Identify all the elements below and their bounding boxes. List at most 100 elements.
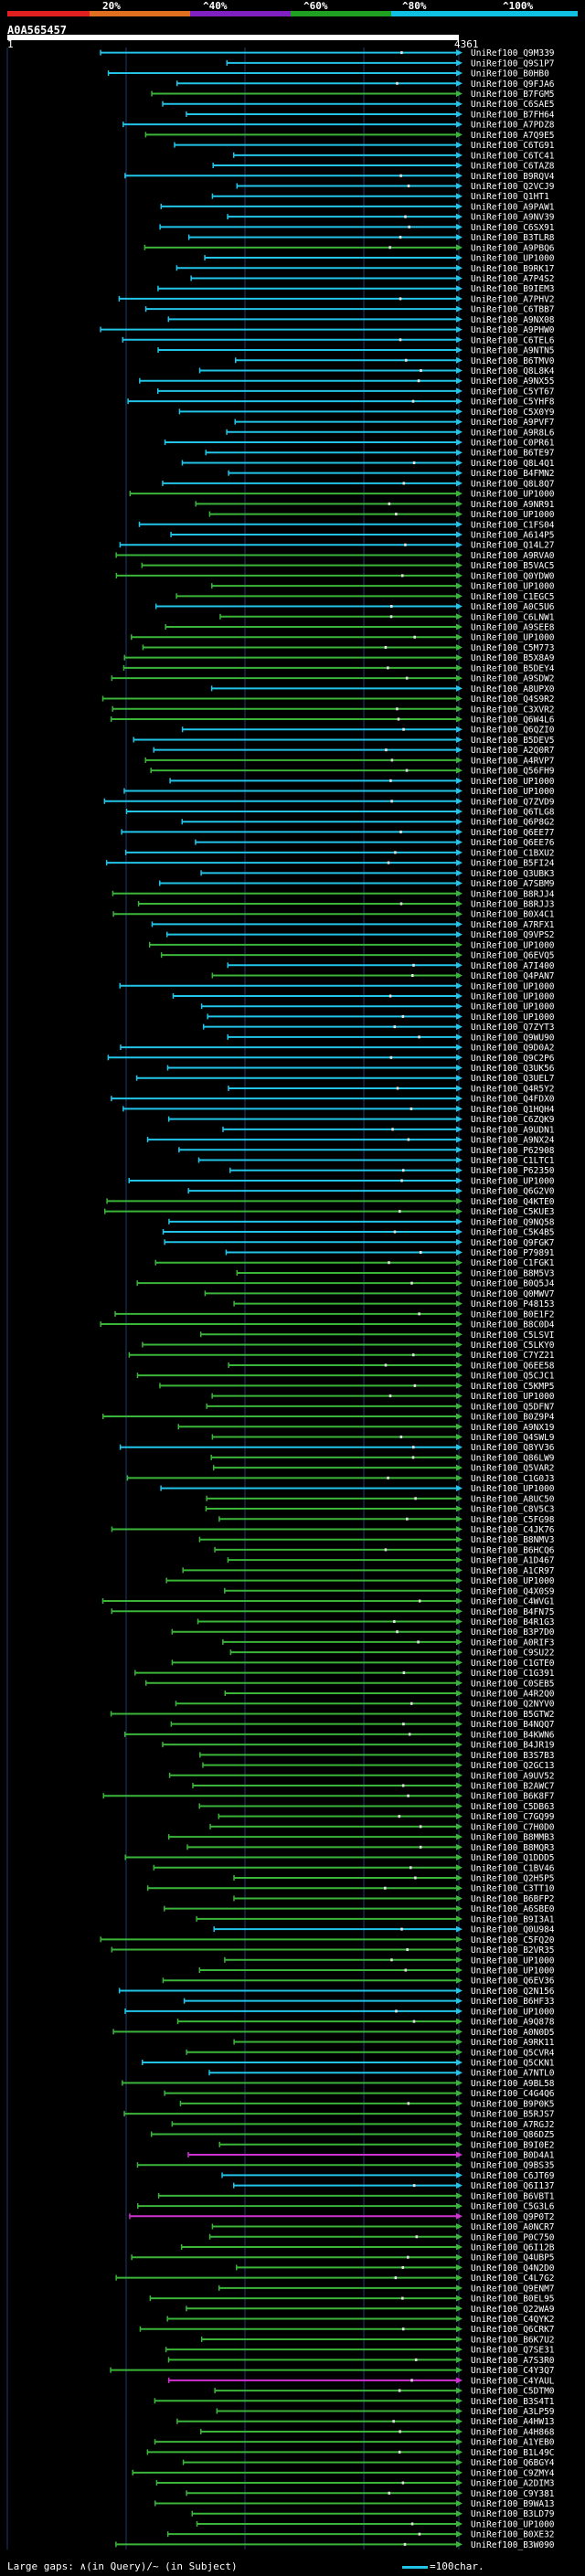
- hit-row[interactable]: UniRef100_A614P5: [170, 531, 555, 541]
- hit-row[interactable]: UniRef100_UP1000: [119, 981, 555, 991]
- hit-row[interactable]: UniRef100_B3W090: [115, 2540, 555, 2550]
- hit-row[interactable]: UniRef100_C7GQ99: [218, 1812, 555, 1822]
- hit-row[interactable]: UniRef100_UP1000: [130, 633, 555, 643]
- hit-row[interactable]: UniRef100_C6SX91: [159, 223, 555, 233]
- hit-row[interactable]: UniRef100_A8UPX0: [210, 684, 555, 694]
- hit-row[interactable]: UniRef100_B9RK17: [176, 264, 555, 274]
- hit-label[interactable]: UniRef100_Q3UBK3: [471, 869, 555, 879]
- hit-label[interactable]: UniRef100_B6VBT1: [471, 2191, 555, 2201]
- hit-label[interactable]: UniRef100_B0Q5J4: [471, 1279, 555, 1289]
- hit-row[interactable]: UniRef100_Q9P0T2: [129, 2212, 555, 2222]
- hit-label[interactable]: UniRef100_C6TEL6: [471, 335, 555, 345]
- hit-row[interactable]: UniRef100_A9NX19: [177, 1423, 555, 1433]
- hit-row[interactable]: UniRef100_Q9M339: [100, 48, 555, 58]
- hit-label[interactable]: UniRef100_B4R1G3: [471, 1617, 555, 1627]
- hit-row[interactable]: UniRef100_UP1000: [124, 2007, 555, 2017]
- hit-row[interactable]: UniRef100_B0Q5J4: [136, 1279, 555, 1289]
- hit-label[interactable]: UniRef100_P62350: [471, 1166, 555, 1176]
- hit-label[interactable]: UniRef100_A7NTL0: [471, 2069, 555, 2079]
- hit-row[interactable]: UniRef100_C4Y3Q7: [110, 2366, 555, 2376]
- hit-label[interactable]: UniRef100_B4FN75: [471, 1607, 555, 1617]
- hit-label[interactable]: UniRef100_C5X0Y9: [471, 408, 555, 418]
- hit-row[interactable]: UniRef100_A7PHV2: [118, 294, 555, 304]
- hit-row[interactable]: UniRef100_C4L7G2: [115, 2274, 555, 2284]
- hit-label[interactable]: UniRef100_C1G391: [471, 1669, 555, 1679]
- hit-row[interactable]: UniRef100_C8V5C3: [205, 1505, 555, 1515]
- hit-row[interactable]: UniRef100_C1GTE0: [171, 1659, 555, 1669]
- hit-row[interactable]: UniRef100_A1D467: [227, 1556, 555, 1566]
- hit-row[interactable]: UniRef100_A3LP59: [216, 2407, 555, 2417]
- hit-label[interactable]: UniRef100_B8MQR3: [471, 1843, 555, 1853]
- hit-row[interactable]: UniRef100_Q1HT1: [211, 192, 549, 202]
- hit-label[interactable]: UniRef100_A4RVP7: [471, 756, 555, 766]
- hit-label[interactable]: UniRef100_C1BV46: [471, 1863, 555, 1873]
- hit-label[interactable]: UniRef100_UP1000: [471, 1002, 555, 1012]
- hit-label[interactable]: UniRef100_UP1000: [471, 991, 555, 1002]
- hit-label[interactable]: UniRef100_Q4R5Y2: [471, 1084, 555, 1094]
- hit-label[interactable]: UniRef100_Q4KTE0: [471, 1197, 555, 1207]
- hit-label[interactable]: UniRef100_Q4N2D0: [471, 2263, 555, 2274]
- hit-row[interactable]: UniRef100_Q2H5P5: [233, 1874, 555, 1884]
- hit-row[interactable]: UniRef100_C5YHF8: [127, 398, 555, 408]
- hit-label[interactable]: UniRef100_C5DTM0: [471, 2387, 555, 2397]
- hit-row[interactable]: UniRef100_Q8L8Q7: [162, 479, 555, 489]
- hit-row[interactable]: UniRef100_C1LTC1: [197, 1156, 555, 1166]
- hit-row[interactable]: UniRef100_B5X8A9: [123, 653, 555, 663]
- hit-label[interactable]: UniRef100_A9NTN5: [471, 346, 555, 356]
- hit-row[interactable]: UniRef100_C6ZQK9: [167, 1115, 555, 1125]
- hit-label[interactable]: UniRef100_A6SBE0: [471, 1904, 555, 1914]
- hit-row[interactable]: UniRef100_A1YEB0: [154, 2438, 555, 2448]
- hit-label[interactable]: UniRef100_Q3UEL7: [471, 1074, 555, 1084]
- hit-label[interactable]: UniRef100_A7S3R0: [471, 2356, 555, 2366]
- hit-row[interactable]: UniRef100_A4R2Q0: [224, 1690, 555, 1700]
- hit-label[interactable]: UniRef100_C1GTE0: [471, 1659, 555, 1669]
- hit-row[interactable]: UniRef100_C9Y381: [186, 2489, 555, 2499]
- hit-label[interactable]: UniRef100_C6TAZ8: [471, 162, 555, 172]
- hit-label[interactable]: UniRef100_Q2VCJ9: [471, 182, 555, 192]
- hit-row[interactable]: UniRef100_Q6TLG8: [125, 807, 555, 817]
- hit-row[interactable]: UniRef100_C4WVG1: [101, 1597, 555, 1607]
- hit-row[interactable]: UniRef100_B3P7D0: [171, 1627, 555, 1638]
- hit-label[interactable]: UniRef100_C4L7G2: [471, 2274, 555, 2284]
- hit-row[interactable]: UniRef100_Q1DDD5: [124, 1853, 555, 1863]
- hit-row[interactable]: UniRef100_B6BFP2: [233, 1894, 555, 1904]
- hit-row[interactable]: UniRef100_C1G391: [134, 1669, 555, 1679]
- hit-label[interactable]: UniRef100_A9UV52: [471, 1771, 555, 1781]
- hit-row[interactable]: UniRef100_A9NTN5: [157, 346, 555, 356]
- hit-label[interactable]: UniRef100_B8RJJ4: [471, 889, 555, 899]
- hit-label[interactable]: UniRef100_B5DEV5: [471, 736, 555, 746]
- hit-label[interactable]: UniRef100_Q9BS35: [471, 2161, 555, 2171]
- hit-row[interactable]: UniRef100_Q6G2V0: [187, 1187, 555, 1197]
- hit-row[interactable]: UniRef100_UP1000: [172, 991, 555, 1002]
- hit-row[interactable]: UniRef100_A9NX55: [139, 376, 555, 387]
- hit-row[interactable]: UniRef100_Q5DFN7: [206, 1402, 555, 1412]
- hit-row[interactable]: UniRef100_UP1000: [128, 1176, 555, 1186]
- hit-label[interactable]: UniRef100_A4R2Q0: [471, 1690, 555, 1700]
- hit-row[interactable]: UniRef100_C6TC41: [232, 151, 555, 161]
- hit-label[interactable]: UniRef100_B2AWC7: [471, 1782, 555, 1792]
- hit-label[interactable]: UniRef100_A9PAW1: [471, 202, 555, 212]
- hit-row[interactable]: UniRef100_UP1000: [165, 1576, 555, 1586]
- hit-label[interactable]: UniRef100_A9PBQ6: [471, 243, 555, 253]
- hit-row[interactable]: UniRef100_A9RVA0: [115, 551, 555, 561]
- hit-row[interactable]: UniRef100_UP1000: [169, 777, 555, 787]
- hit-row[interactable]: UniRef100_B6HF33: [183, 1997, 555, 2007]
- hit-row[interactable]: UniRef100_A7I400: [227, 961, 555, 971]
- hit-label[interactable]: UniRef100_UP1000: [471, 1392, 555, 1402]
- hit-label[interactable]: UniRef100_Q2NYV0: [471, 1700, 555, 1710]
- hit-label[interactable]: UniRef100_C1BXU2: [471, 848, 555, 858]
- hit-label[interactable]: UniRef100_A7PDZ8: [471, 121, 555, 131]
- hit-label[interactable]: UniRef100_A3LP59: [471, 2407, 555, 2417]
- hit-label[interactable]: UniRef100_A9PHW0: [471, 325, 555, 335]
- hit-row[interactable]: UniRef100_C1EGC5: [176, 592, 555, 602]
- hit-label[interactable]: UniRef100_UP1000: [471, 2007, 555, 2017]
- hit-row[interactable]: UniRef100_UP1000: [196, 2519, 555, 2529]
- hit-label[interactable]: UniRef100_C6TG91: [471, 141, 555, 151]
- hit-row[interactable]: UniRef100_Q14L27: [119, 541, 555, 551]
- hit-row[interactable]: UniRef100_UP1000: [224, 1956, 555, 1966]
- hit-row[interactable]: UniRef100_Q9ENM7: [218, 2284, 555, 2294]
- hit-row[interactable]: UniRef100_C6TAZ8: [212, 162, 555, 172]
- hit-row[interactable]: UniRef100_A9NX24: [146, 1136, 555, 1146]
- hit-row[interactable]: UniRef100_Q9BS35: [136, 2161, 555, 2171]
- hit-row[interactable]: UniRef100_B9IEM3: [157, 284, 555, 294]
